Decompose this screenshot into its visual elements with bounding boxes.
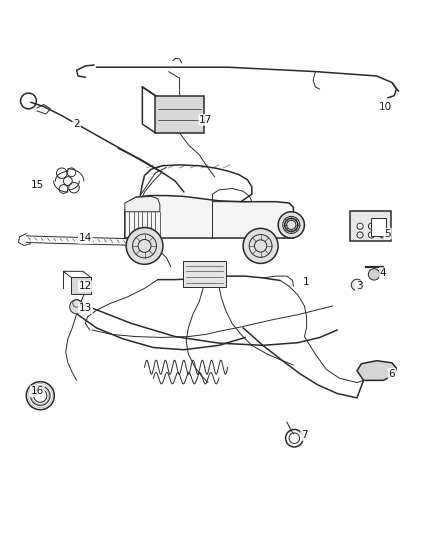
Circle shape [380, 232, 386, 238]
Polygon shape [125, 196, 293, 238]
Text: 5: 5 [384, 229, 391, 239]
Circle shape [126, 228, 163, 264]
Circle shape [357, 223, 363, 229]
Text: 4: 4 [380, 268, 387, 278]
Circle shape [368, 232, 374, 238]
Circle shape [351, 279, 363, 290]
Text: 6: 6 [389, 369, 396, 379]
Text: 10: 10 [379, 102, 392, 111]
Polygon shape [125, 197, 160, 212]
FancyBboxPatch shape [183, 261, 226, 287]
Text: 7: 7 [301, 430, 308, 440]
Text: 12: 12 [79, 281, 92, 291]
Text: 1: 1 [303, 277, 310, 287]
Text: 16: 16 [31, 386, 44, 397]
Circle shape [368, 269, 380, 280]
Text: 3: 3 [356, 281, 363, 291]
Bar [350, 211, 391, 241]
Circle shape [278, 212, 304, 238]
Text: 15: 15 [31, 181, 44, 190]
Text: 14: 14 [79, 233, 92, 243]
Circle shape [357, 232, 363, 238]
Text: 2: 2 [73, 119, 80, 129]
Circle shape [243, 229, 278, 263]
Bar [371, 219, 386, 236]
Circle shape [70, 300, 84, 314]
Text: 13: 13 [79, 303, 92, 313]
FancyBboxPatch shape [155, 96, 204, 133]
Polygon shape [357, 361, 396, 381]
Circle shape [368, 223, 374, 229]
Circle shape [380, 223, 386, 229]
Bar [71, 278, 91, 294]
Text: 17: 17 [199, 115, 212, 125]
